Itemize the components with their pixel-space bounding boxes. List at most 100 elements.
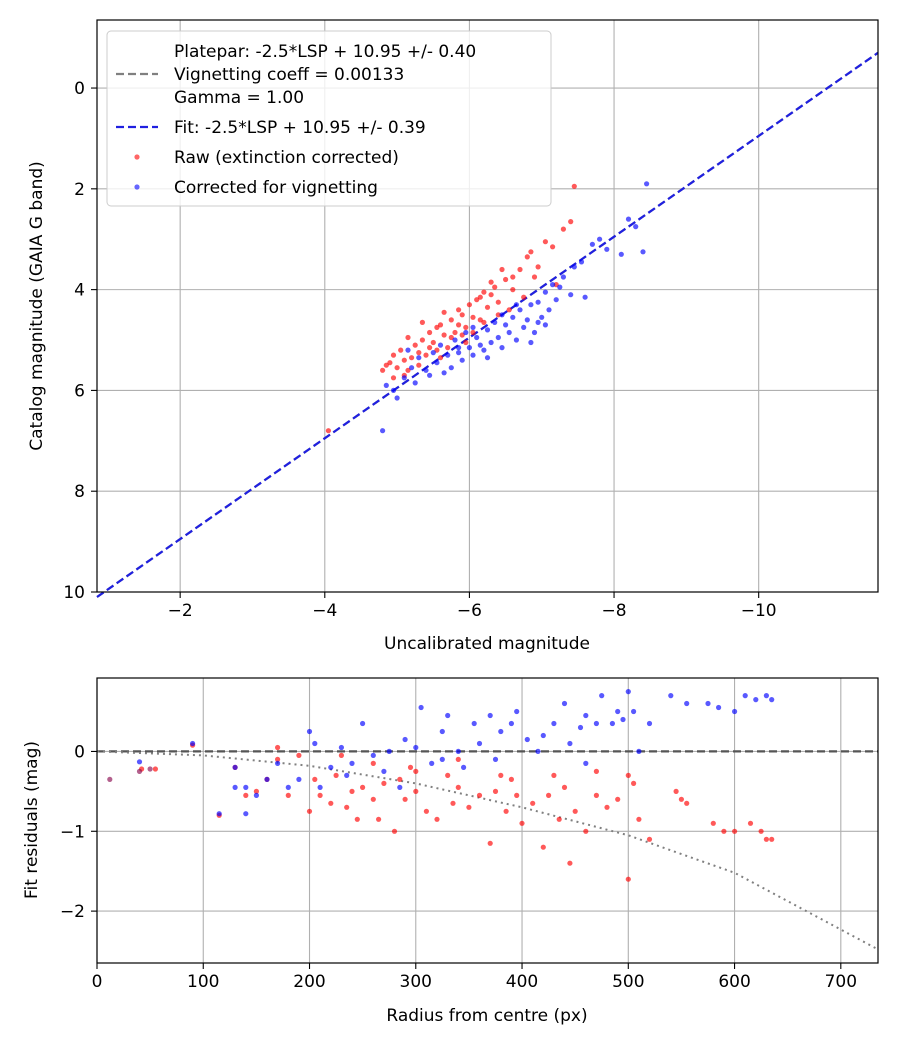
top-point <box>387 360 393 366</box>
bottom-y-tick-label: 0 <box>74 742 85 762</box>
top-point <box>423 352 429 358</box>
bottom-point <box>349 788 355 795</box>
legend-platepar-line2: Vignetting coeff = 0.00133 <box>174 65 404 85</box>
bottom-point <box>216 811 222 817</box>
top-point <box>488 279 494 285</box>
top-point <box>401 375 407 381</box>
top-point <box>409 355 415 361</box>
legend: Platepar: -2.5*LSP + 10.95 +/- 0.40 Vign… <box>106 30 552 207</box>
top-point <box>445 352 451 358</box>
bottom-point <box>625 876 631 882</box>
top-point <box>542 289 549 295</box>
top-point <box>604 246 610 252</box>
top-point <box>380 367 386 373</box>
bottom-point <box>684 800 690 806</box>
bottom-x-tick-label: 300 <box>400 972 432 992</box>
bottom-point <box>190 740 196 747</box>
bottom-point <box>275 744 281 751</box>
bottom-point <box>583 712 589 719</box>
bottom-x-tick-label: 200 <box>293 972 325 992</box>
bottom-point <box>561 784 568 791</box>
top-point <box>571 264 577 270</box>
top-y-axis-label: Catalog magnitude (GAIA G band) <box>27 161 47 451</box>
top-point <box>528 339 534 346</box>
legend-corrected-marker <box>134 184 140 190</box>
bottom-point <box>593 768 600 775</box>
bottom-point <box>360 720 366 727</box>
top-x-tick-label: −10 <box>741 601 777 621</box>
bottom-point <box>646 836 653 842</box>
top-point <box>550 244 556 250</box>
top-y-tick-label: 2 <box>74 180 85 200</box>
top-point <box>401 357 407 363</box>
top-dashed-line <box>96 51 879 598</box>
top-point <box>416 355 422 361</box>
bottom-point <box>519 820 525 826</box>
bottom-point <box>540 732 546 739</box>
top-point <box>625 216 632 222</box>
top-point <box>448 317 454 323</box>
top-point <box>470 329 476 336</box>
bottom-point <box>593 792 600 799</box>
top-point <box>427 329 433 336</box>
bottom-gridlines <box>96 678 878 963</box>
top-point <box>568 292 574 298</box>
bottom-point <box>107 776 113 783</box>
bottom-point <box>147 766 153 772</box>
top-point <box>513 337 520 343</box>
top-y-ticks: 0 2 4 6 8 10 <box>63 79 97 603</box>
top-y-tick-label: 8 <box>74 482 85 502</box>
bottom-point <box>583 828 589 834</box>
bottom-point <box>285 784 291 791</box>
top-point <box>427 372 433 378</box>
bottom-plot: 0 100 200 300 400 500 600 700 −2 −1 0 Radius from… <box>22 677 879 1026</box>
bottom-point <box>625 772 631 779</box>
top-point <box>459 357 465 363</box>
top-point <box>409 365 415 371</box>
top-point <box>521 324 527 330</box>
bottom-point <box>296 752 302 759</box>
bottom-point <box>535 748 541 755</box>
top-point <box>405 334 411 341</box>
bottom-point <box>668 693 674 699</box>
bottom-point <box>423 808 429 814</box>
top-point <box>517 307 523 313</box>
legend-raw-label: Raw (extinction corrected) <box>174 148 399 168</box>
bottom-point <box>136 759 143 765</box>
bottom-point <box>253 792 259 799</box>
top-x-tick-label: −2 <box>168 601 193 621</box>
bottom-point <box>769 836 775 842</box>
bottom-point <box>253 788 259 795</box>
top-point <box>383 382 389 388</box>
bottom-point <box>572 808 578 814</box>
bottom-point <box>386 748 392 755</box>
bottom-y-axis-label: Fit residuals (mag) <box>22 741 42 899</box>
top-point <box>434 324 440 330</box>
bottom-point <box>609 720 616 727</box>
top-point <box>474 334 480 341</box>
bottom-point <box>514 708 520 715</box>
top-point <box>466 345 472 351</box>
bottom-point <box>561 700 568 707</box>
bottom-y-tick-label: −2 <box>60 902 85 922</box>
bottom-scatter-points <box>107 689 775 882</box>
bottom-point <box>360 784 366 791</box>
bottom-point <box>551 772 557 779</box>
bottom-point <box>328 800 334 806</box>
top-point <box>531 274 538 280</box>
top-point <box>488 292 494 298</box>
top-x-tick-label: −6 <box>457 601 482 621</box>
bottom-point <box>455 784 461 791</box>
bottom-point <box>615 708 621 715</box>
top-point <box>582 294 588 300</box>
bottom-point <box>471 720 477 727</box>
bottom-x-tick-label: 500 <box>612 972 644 992</box>
top-x-ticks: −2 −4 −6 −8 −10 <box>168 592 777 621</box>
bottom-y-tick-label: −1 <box>60 822 85 842</box>
bottom-point <box>296 776 302 783</box>
top-point <box>390 387 397 393</box>
top-point <box>456 322 462 328</box>
bottom-x-tick-label: 400 <box>506 972 538 992</box>
top-point <box>325 428 331 434</box>
bottom-x-tick-label: 700 <box>825 972 857 992</box>
